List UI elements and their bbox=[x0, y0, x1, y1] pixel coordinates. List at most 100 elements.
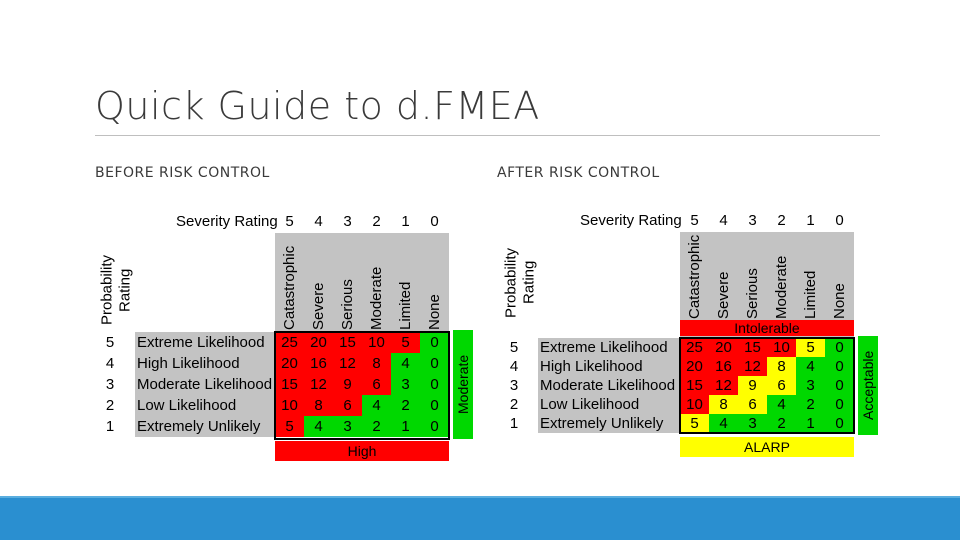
risk-cell: 4 bbox=[709, 414, 738, 433]
likelihood-label: Extremely Unlikely bbox=[137, 418, 261, 435]
risk-cell: 9 bbox=[333, 374, 362, 395]
before-risk-matrix: Severity Rating 5 4 3 2 1 0 Catastrophic Severe S… bbox=[95, 205, 515, 505]
probability-number: 1 bbox=[105, 418, 115, 435]
risk-cell: 0 bbox=[825, 376, 854, 395]
severity-number: 1 bbox=[401, 213, 410, 230]
risk-cell: 5 bbox=[680, 414, 709, 433]
risk-cell: 10 bbox=[362, 332, 391, 353]
risk-cell: 20 bbox=[680, 357, 709, 376]
severity-name: Moderate bbox=[368, 266, 385, 330]
severity-name: Catastrophic bbox=[686, 234, 703, 319]
risk-cell: 16 bbox=[304, 353, 333, 374]
risk-cell: 0 bbox=[420, 374, 449, 395]
severity-name: Serious bbox=[339, 279, 356, 330]
risk-cell: 20 bbox=[304, 332, 333, 353]
zone-outline bbox=[274, 331, 450, 440]
risk-cell: 6 bbox=[738, 395, 767, 414]
risk-cell: 12 bbox=[333, 353, 362, 374]
probability-rating-label-line2: Rating bbox=[520, 260, 538, 305]
severity-name: Limited bbox=[397, 281, 414, 330]
risk-cell: 3 bbox=[738, 414, 767, 433]
probability-number: 3 bbox=[509, 377, 519, 394]
risk-cell: 6 bbox=[333, 395, 362, 416]
risk-cell: 0 bbox=[825, 357, 854, 376]
severity-number: 4 bbox=[314, 213, 323, 230]
probability-rating-label-line2: Rating bbox=[116, 268, 134, 312]
risk-cell: 0 bbox=[825, 338, 854, 357]
probability-number: 2 bbox=[509, 396, 519, 413]
risk-cell: 5 bbox=[275, 416, 304, 437]
risk-cell: 12 bbox=[738, 357, 767, 376]
likelihood-label: Extreme Likelihood bbox=[137, 334, 265, 351]
severity-number: 4 bbox=[719, 212, 728, 229]
bottom-band: ALARP bbox=[680, 437, 854, 457]
likelihood-label: Extreme Likelihood bbox=[540, 339, 668, 356]
risk-cell: 25 bbox=[680, 338, 709, 357]
page-title: Quick Guide to d.FMEA bbox=[95, 84, 540, 128]
likelihood-label: Moderate Likelihood bbox=[540, 377, 676, 394]
risk-cell: 16 bbox=[709, 357, 738, 376]
side-band: Acceptable bbox=[858, 336, 878, 435]
probability-number: 3 bbox=[105, 376, 115, 393]
risk-cell: 20 bbox=[709, 338, 738, 357]
risk-cell: 6 bbox=[362, 374, 391, 395]
risk-cell: 6 bbox=[767, 376, 796, 395]
risk-cell: 15 bbox=[333, 332, 362, 353]
risk-cell: 0 bbox=[420, 395, 449, 416]
severity-name: None bbox=[426, 294, 443, 330]
risk-cell: 8 bbox=[709, 395, 738, 414]
severity-number: 5 bbox=[285, 213, 294, 230]
probability-rating-label: Probability bbox=[502, 247, 520, 318]
risk-cell: 8 bbox=[767, 357, 796, 376]
risk-cell: 10 bbox=[275, 395, 304, 416]
severity-name: Severe bbox=[310, 282, 327, 330]
risk-cell: 3 bbox=[796, 376, 825, 395]
risk-cell: 3 bbox=[333, 416, 362, 437]
risk-cell: 2 bbox=[796, 395, 825, 414]
probability-number: 1 bbox=[509, 415, 519, 432]
severity-rating-label: Severity Rating bbox=[176, 213, 278, 230]
probability-number: 5 bbox=[105, 334, 115, 351]
before-heading: BEFORE RISK CONTROL bbox=[95, 165, 270, 181]
title-divider bbox=[95, 135, 880, 136]
severity-number: 3 bbox=[748, 212, 757, 229]
side-band: Moderate bbox=[453, 330, 473, 439]
risk-cell: 0 bbox=[420, 332, 449, 353]
risk-cell: 4 bbox=[796, 357, 825, 376]
risk-cell: 0 bbox=[825, 414, 854, 433]
risk-cell: 5 bbox=[391, 332, 420, 353]
zone-outline bbox=[679, 337, 855, 434]
risk-cell: 4 bbox=[304, 416, 333, 437]
risk-cell: 2 bbox=[767, 414, 796, 433]
likelihood-label: Extremely Unlikely bbox=[540, 415, 664, 432]
risk-cell: 0 bbox=[825, 395, 854, 414]
risk-cell: 12 bbox=[304, 374, 333, 395]
likelihood-label-background bbox=[135, 332, 275, 437]
severity-number: 1 bbox=[806, 212, 815, 229]
risk-cell: 10 bbox=[680, 395, 709, 414]
likelihood-label: Low Likelihood bbox=[137, 397, 237, 414]
risk-cell: 5 bbox=[796, 338, 825, 357]
risk-cell: 20 bbox=[275, 353, 304, 374]
severity-name: Catastrophic bbox=[281, 245, 298, 330]
likelihood-label: High Likelihood bbox=[540, 358, 643, 375]
risk-cell: 10 bbox=[767, 338, 796, 357]
likelihood-label: Low Likelihood bbox=[540, 396, 640, 413]
severity-number: 0 bbox=[835, 212, 844, 229]
risk-cell: 8 bbox=[304, 395, 333, 416]
severity-number: 2 bbox=[372, 213, 381, 230]
probability-rating-label: Probability bbox=[98, 254, 116, 326]
severity-rating-label: Severity Rating bbox=[580, 212, 682, 229]
severity-number: 5 bbox=[690, 212, 699, 229]
probability-number: 4 bbox=[105, 355, 115, 372]
severity-name: Moderate bbox=[773, 255, 790, 319]
likelihood-label: Moderate Likelihood bbox=[137, 376, 273, 393]
severity-header-block bbox=[275, 233, 449, 332]
probability-number: 2 bbox=[105, 397, 115, 414]
severity-name: Limited bbox=[802, 270, 819, 319]
risk-cell: 4 bbox=[362, 395, 391, 416]
likelihood-label: High Likelihood bbox=[137, 355, 240, 372]
risk-cell: 25 bbox=[275, 332, 304, 353]
severity-number: 2 bbox=[777, 212, 786, 229]
footer-bar bbox=[0, 498, 960, 540]
